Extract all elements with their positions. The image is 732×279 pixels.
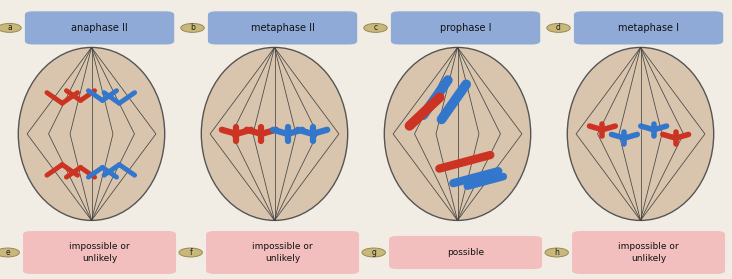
Circle shape bbox=[547, 23, 570, 32]
Circle shape bbox=[364, 23, 387, 32]
Text: impossible or
unlikely: impossible or unlikely bbox=[253, 242, 313, 263]
Text: metaphase II: metaphase II bbox=[250, 23, 315, 33]
Text: prophase I: prophase I bbox=[440, 23, 491, 33]
FancyBboxPatch shape bbox=[208, 11, 357, 44]
Circle shape bbox=[0, 23, 21, 32]
FancyBboxPatch shape bbox=[572, 231, 725, 274]
Ellipse shape bbox=[201, 47, 348, 220]
Ellipse shape bbox=[567, 47, 714, 220]
Text: anaphase II: anaphase II bbox=[71, 23, 128, 33]
Text: d: d bbox=[556, 23, 561, 32]
Text: a: a bbox=[7, 23, 12, 32]
Text: possible: possible bbox=[447, 248, 484, 257]
Ellipse shape bbox=[384, 47, 531, 220]
FancyBboxPatch shape bbox=[23, 231, 176, 274]
FancyBboxPatch shape bbox=[391, 11, 540, 44]
Text: g: g bbox=[371, 248, 376, 257]
Circle shape bbox=[362, 248, 385, 257]
Text: f: f bbox=[190, 248, 192, 257]
Text: b: b bbox=[190, 23, 195, 32]
FancyBboxPatch shape bbox=[25, 11, 174, 44]
FancyBboxPatch shape bbox=[389, 236, 542, 269]
Circle shape bbox=[179, 248, 202, 257]
Circle shape bbox=[0, 248, 20, 257]
Circle shape bbox=[545, 248, 568, 257]
Text: metaphase I: metaphase I bbox=[618, 23, 679, 33]
Ellipse shape bbox=[18, 47, 165, 220]
Text: impossible or
unlikely: impossible or unlikely bbox=[70, 242, 130, 263]
Text: h: h bbox=[554, 248, 559, 257]
FancyBboxPatch shape bbox=[206, 231, 359, 274]
Text: c: c bbox=[373, 23, 378, 32]
Text: e: e bbox=[5, 248, 10, 257]
Circle shape bbox=[181, 23, 204, 32]
FancyBboxPatch shape bbox=[574, 11, 723, 44]
Text: impossible or
unlikely: impossible or unlikely bbox=[619, 242, 679, 263]
